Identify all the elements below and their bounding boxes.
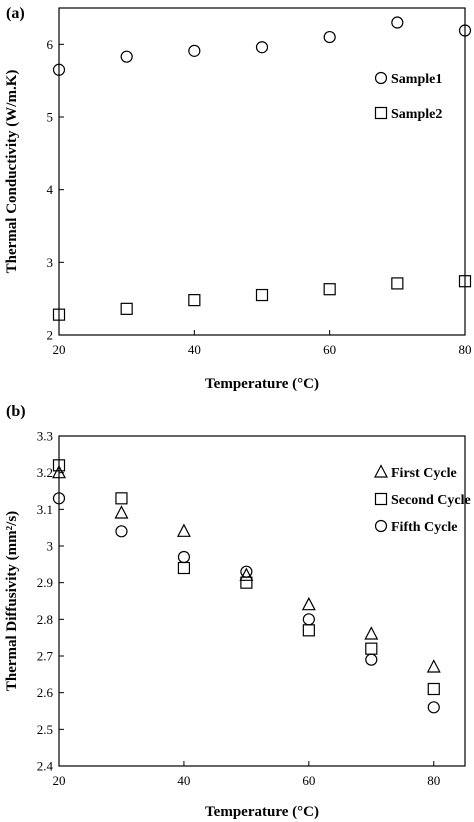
x-tick-label: 40 [188,342,201,357]
data-point-square [458,275,472,288]
y-tick-label: 3 [47,255,54,270]
data-point-circle [365,653,378,666]
y-tick-label: 3.3 [37,429,53,444]
x-tick-label: 40 [177,773,190,788]
legend-entry: Fifth Cycle [391,520,457,535]
data-point-circle [52,492,66,505]
x-tick-label: 60 [302,773,315,788]
data-point-square [240,576,253,589]
data-point-circle [427,701,440,714]
data-point-square [52,308,66,321]
legend-entry: Sample2 [391,107,442,122]
data-point-triangle [239,567,254,581]
legend-marker-square [374,106,388,120]
data-point-triangle [176,523,191,537]
data-point-circle [323,30,336,44]
data-point-square [177,561,191,575]
y-tick-label: 2.7 [37,649,54,664]
y-tick-label: 2.4 [37,759,54,774]
data-point-triangle [364,626,379,640]
data-point-triangle [114,505,129,519]
y-tick-label: 2.8 [37,612,53,627]
legend-entry: Sample1 [391,72,442,87]
data-point-square [115,492,128,505]
legend-marker-circle [374,519,388,533]
y-tick-label: 2 [47,328,54,343]
data-point-circle [177,550,191,564]
data-point-circle [302,613,315,626]
data-point-circle [120,50,133,63]
y-tick-label: 4 [47,182,54,197]
data-point-circle [115,525,128,538]
data-point-square [365,642,378,655]
data-point-square [391,277,404,290]
y-tick-label: 3 [47,539,54,554]
data-point-square [120,302,133,315]
chart-a-conductivity: (a) 2 3 4 5 6 20 40 60 80 Temperature (°C) Thermal … [4,5,472,392]
data-point-circle [188,44,201,57]
data-point-square [52,459,66,472]
data-point-square [323,283,336,296]
x-tick-label: 80 [427,773,440,788]
data-point-circle [52,63,66,76]
data-point-square [427,682,440,696]
y-tick-label: 6 [47,37,54,52]
y-tick-label: 2.5 [37,722,53,737]
y-tick-label: 3.1 [37,502,53,517]
data-point-circle [240,565,253,578]
x-axis-title: Temperature (°C) [205,376,319,392]
data-point-triangle [301,596,316,611]
panel-label: (a) [6,5,25,22]
data-point-square [255,288,269,302]
x-tick-label: 80 [459,342,472,357]
y-tick-label: 3.2 [37,465,53,480]
y-tick-label: 2.6 [37,685,54,700]
x-tick-label: 60 [323,342,336,357]
data-point-circle [255,41,269,54]
plot-frame [58,7,466,336]
y-axis-title: Thermal Conductivity (W/m.K) [4,70,20,274]
y-tick-label: 2.9 [37,575,53,590]
data-point-triangle [426,659,441,673]
y-tick-label: 5 [47,110,54,125]
plot-frame [58,435,466,767]
x-axis-title: Temperature (°C) [205,804,319,820]
panel-label: (b) [6,403,26,420]
data-point-circle [391,16,404,29]
chart-b-diffusivity: (b) 2.4 2.5 2.6 2.7 2.8 2.9 3 3.1 3.2 3.3 20 40 60 80 T… [4,403,471,820]
data-point-circle [458,24,472,37]
x-tick-label: 20 [53,773,66,788]
legend-marker-circle [374,71,388,85]
x-tick-label: 20 [53,342,66,357]
y-axis-title: Thermal Diffusivity (mm²/s) [4,511,20,691]
data-point-triangle [52,464,66,479]
legend-entry: First Cycle [391,466,457,481]
data-point-square [188,294,201,307]
legend-entry: Second Cycle [391,493,471,508]
legend-marker-triangle [374,464,388,478]
legend-marker-square [374,492,388,506]
data-point-square [302,624,315,637]
